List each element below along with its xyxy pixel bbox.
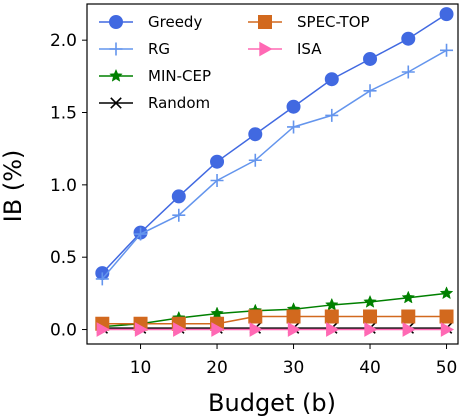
data-point bbox=[325, 108, 339, 122]
legend-item: ISA bbox=[248, 40, 322, 58]
data-point bbox=[210, 306, 224, 320]
data-point bbox=[324, 309, 339, 324]
y-tick-label: 1.0 bbox=[50, 176, 77, 196]
legend-marker bbox=[109, 15, 123, 29]
series-isa bbox=[96, 322, 455, 337]
data-point bbox=[211, 322, 225, 337]
data-point bbox=[439, 7, 454, 22]
data-point bbox=[401, 31, 416, 46]
data-point bbox=[173, 322, 187, 337]
axes-frame bbox=[86, 3, 459, 345]
series-line bbox=[101, 13, 447, 274]
legend-label: RG bbox=[148, 40, 170, 58]
data-point bbox=[439, 309, 454, 324]
data-point bbox=[134, 322, 149, 337]
data-point bbox=[363, 84, 377, 98]
axes-layer: 10 20 30 40 50 0.0 0.5 1.0 1.5 2.0 bbox=[50, 3, 459, 378]
series-line bbox=[101, 49, 447, 280]
x-tick-label: 40 bbox=[359, 358, 381, 378]
data-point bbox=[363, 294, 377, 308]
data-point bbox=[95, 272, 109, 286]
data-point bbox=[324, 297, 339, 311]
plot-area bbox=[87, 4, 458, 344]
data-point bbox=[210, 154, 225, 169]
data-point bbox=[171, 189, 186, 204]
legend-label: Greedy bbox=[148, 13, 202, 31]
x-tick-label: 50 bbox=[436, 358, 458, 378]
plot-background bbox=[87, 4, 458, 344]
legend-label: SPEC-TOP bbox=[297, 13, 370, 31]
data-point bbox=[96, 322, 110, 337]
y-tick-label: 1.5 bbox=[50, 104, 77, 124]
data-point bbox=[401, 290, 416, 304]
data-point bbox=[286, 99, 301, 114]
legend-item: Random bbox=[99, 94, 210, 112]
legend-label: Random bbox=[148, 94, 210, 112]
legend-item: RG bbox=[99, 40, 170, 58]
data-point bbox=[402, 322, 416, 337]
data-point bbox=[326, 322, 340, 337]
series-layer bbox=[95, 7, 455, 337]
data-point bbox=[286, 309, 301, 324]
data-point bbox=[440, 322, 455, 337]
data-point bbox=[363, 51, 378, 66]
x-axis-title: Budget (b) bbox=[208, 389, 336, 417]
x-tick-label: 10 bbox=[130, 358, 152, 378]
legend-item: MIN-CEP bbox=[99, 67, 211, 85]
data-point bbox=[401, 65, 415, 79]
data-point bbox=[248, 153, 262, 167]
legend-marker bbox=[109, 42, 123, 56]
legend-marker bbox=[109, 68, 123, 82]
series-line bbox=[102, 315, 447, 325]
data-point bbox=[363, 309, 378, 324]
data-point bbox=[249, 322, 263, 337]
data-point bbox=[364, 322, 378, 337]
y-tick-label: 0.5 bbox=[50, 248, 77, 268]
series-greedy bbox=[95, 7, 454, 281]
legend-label: MIN-CEP bbox=[148, 67, 211, 85]
series-spec-top bbox=[95, 309, 454, 331]
data-point bbox=[324, 72, 339, 87]
data-point bbox=[401, 309, 416, 324]
legend-item: Greedy bbox=[99, 13, 202, 31]
data-point bbox=[248, 127, 263, 142]
series-rg bbox=[95, 43, 454, 286]
data-point bbox=[439, 286, 454, 300]
legend-item: SPEC-TOP bbox=[248, 13, 370, 31]
data-point bbox=[172, 208, 186, 222]
data-point bbox=[248, 309, 263, 324]
data-point bbox=[440, 43, 454, 57]
data-point bbox=[287, 322, 302, 337]
x-tick-label: 30 bbox=[283, 358, 305, 378]
series-line bbox=[102, 292, 447, 328]
legend-label: ISA bbox=[297, 40, 322, 58]
y-tick-label: 0.0 bbox=[50, 321, 77, 341]
data-point bbox=[210, 174, 224, 188]
x-tick-label: 20 bbox=[206, 358, 228, 378]
y-axis-title: IB (%) bbox=[0, 150, 27, 223]
y-tick-label: 2.0 bbox=[50, 31, 77, 51]
legend-marker bbox=[259, 41, 273, 57]
legend: Greedy RG MIN-CEP Random SPEC-TOP ISA bbox=[99, 13, 370, 112]
legend-marker bbox=[110, 97, 122, 109]
data-point bbox=[134, 227, 148, 241]
data-point bbox=[287, 120, 301, 134]
legend-marker bbox=[258, 15, 272, 29]
